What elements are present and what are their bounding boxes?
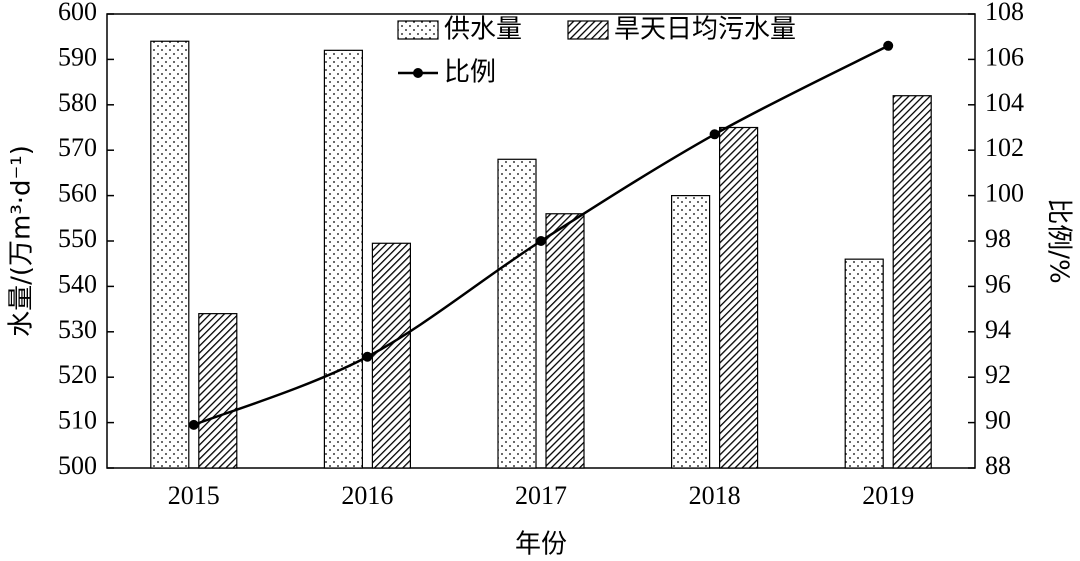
legend-swatch bbox=[413, 68, 423, 78]
bar bbox=[545, 213, 585, 469]
line-marker bbox=[188, 419, 199, 430]
legend-label: 比例 bbox=[444, 58, 496, 88]
x-axis-label: 年份 bbox=[515, 530, 567, 560]
line-marker bbox=[709, 129, 720, 140]
y-tick-label: 600 bbox=[58, 0, 97, 26]
bar bbox=[497, 158, 537, 469]
y2-axis-label: 比例/% bbox=[1044, 198, 1074, 283]
line-marker bbox=[362, 351, 373, 362]
y2-tick-label: 94 bbox=[985, 315, 1011, 344]
y-tick-label: 550 bbox=[58, 224, 97, 253]
y-tick-label: 530 bbox=[58, 315, 97, 344]
y2-tick-label: 102 bbox=[985, 133, 1024, 162]
y-tick-label: 510 bbox=[58, 406, 97, 435]
x-tick-label: 2016 bbox=[341, 481, 393, 510]
y2-tick-label: 96 bbox=[985, 269, 1011, 298]
bar bbox=[718, 126, 759, 469]
line bbox=[193, 44, 889, 427]
y2-tick-label: 100 bbox=[985, 179, 1024, 208]
x-tick-label: 2017 bbox=[515, 481, 567, 510]
y2-tick-label: 88 bbox=[985, 451, 1011, 480]
bar bbox=[892, 95, 932, 469]
y2-tick-label: 90 bbox=[985, 406, 1011, 435]
y-axis-label: 水量/(万m³·d⁻¹) bbox=[7, 145, 37, 337]
y2-tick-label: 108 bbox=[985, 0, 1024, 26]
legend-swatch bbox=[397, 20, 439, 40]
legend-label: 旱天日均污水量 bbox=[614, 15, 796, 45]
bar bbox=[844, 258, 884, 469]
y-tick-label: 570 bbox=[58, 133, 97, 162]
bar bbox=[371, 242, 411, 469]
y-tick-label: 590 bbox=[58, 42, 97, 71]
x-tick-label: 2018 bbox=[689, 481, 741, 510]
bar bbox=[150, 40, 190, 469]
y-tick-label: 560 bbox=[58, 179, 97, 208]
y2-tick-label: 104 bbox=[985, 88, 1024, 117]
legend-label: 供水量 bbox=[444, 15, 522, 45]
y2-tick-label: 106 bbox=[985, 42, 1024, 71]
bar bbox=[198, 313, 238, 469]
line-marker bbox=[536, 236, 546, 246]
line-marker bbox=[883, 40, 894, 51]
x-tick-label: 2019 bbox=[862, 481, 914, 510]
x-tick-label: 2015 bbox=[168, 481, 220, 510]
bar bbox=[323, 49, 363, 469]
y-tick-label: 540 bbox=[58, 269, 97, 298]
y-tick-label: 500 bbox=[58, 451, 97, 480]
y2-tick-label: 98 bbox=[985, 224, 1011, 253]
legend-swatch bbox=[567, 20, 609, 40]
y-tick-label: 520 bbox=[58, 360, 97, 389]
bar bbox=[670, 195, 711, 469]
y2-tick-label: 92 bbox=[985, 360, 1011, 389]
y-tick-label: 580 bbox=[58, 88, 97, 117]
